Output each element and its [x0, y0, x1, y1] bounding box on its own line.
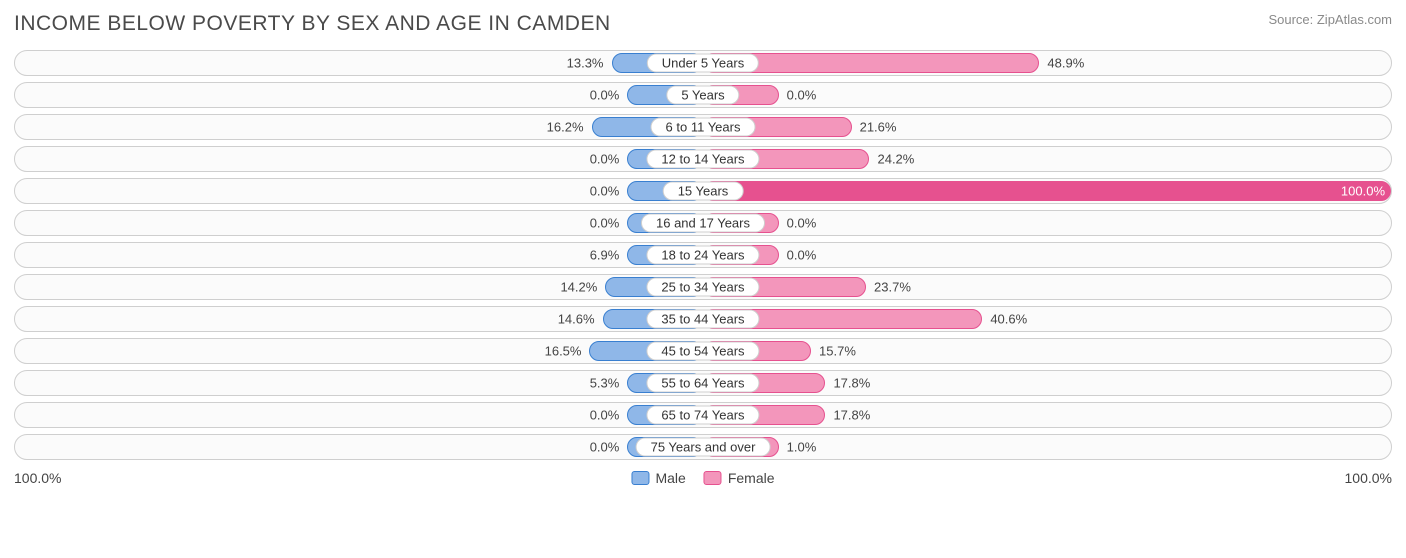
age-label: 5 Years [666, 86, 739, 105]
chart-title: INCOME BELOW POVERTY BY SEX AND AGE IN C… [14, 12, 611, 36]
chart-header: INCOME BELOW POVERTY BY SEX AND AGE IN C… [14, 12, 1392, 36]
age-label: 75 Years and over [636, 438, 771, 457]
male-value-label: 0.0% [590, 440, 620, 455]
legend-female-label: Female [728, 470, 775, 486]
male-value-label: 14.6% [558, 312, 595, 327]
female-value-label: 40.6% [990, 312, 1027, 327]
age-label: 25 to 34 Years [646, 278, 759, 297]
male-value-label: 0.0% [590, 152, 620, 167]
male-value-label: 14.2% [560, 280, 597, 295]
chart-row: 14.2% 23.7% 25 to 34 Years [14, 274, 1392, 300]
chart-row: 16.5% 15.7% 45 to 54 Years [14, 338, 1392, 364]
male-value-label: 16.5% [545, 344, 582, 359]
chart-row: 0.0% 17.8% 65 to 74 Years [14, 402, 1392, 428]
chart-footer: 100.0% Male Female 100.0% [14, 466, 1392, 490]
female-value-label: 0.0% [787, 88, 817, 103]
chart-row: 0.0% 0.0% 16 and 17 Years [14, 210, 1392, 236]
female-value-label: 15.7% [819, 344, 856, 359]
female-value-label: 0.0% [787, 248, 817, 263]
age-label: 65 to 74 Years [646, 406, 759, 425]
age-label: Under 5 Years [647, 54, 759, 73]
male-value-label: 16.2% [547, 120, 584, 135]
age-label: 15 Years [663, 182, 744, 201]
female-value-label: 0.0% [787, 216, 817, 231]
age-label: 45 to 54 Years [646, 342, 759, 361]
age-label: 55 to 64 Years [646, 374, 759, 393]
age-label: 6 to 11 Years [651, 118, 756, 137]
age-label: 35 to 44 Years [646, 310, 759, 329]
female-value-label: 24.2% [877, 152, 914, 167]
female-swatch-icon [704, 471, 722, 485]
female-value-label: 17.8% [833, 376, 870, 391]
legend-item-male: Male [631, 470, 685, 486]
female-value-label: 21.6% [860, 120, 897, 135]
age-label: 16 and 17 Years [641, 214, 765, 233]
legend-item-female: Female [704, 470, 775, 486]
male-value-label: 0.0% [590, 184, 620, 199]
chart-row: 5.3% 17.8% 55 to 64 Years [14, 370, 1392, 396]
chart-row: 16.2% 21.6% 6 to 11 Years [14, 114, 1392, 140]
chart-source: Source: ZipAtlas.com [1268, 12, 1392, 27]
axis-left-label: 100.0% [14, 470, 61, 486]
female-value-label: 100.0% [1341, 184, 1385, 199]
axis-right-label: 100.0% [1345, 470, 1392, 486]
female-value-label: 17.8% [833, 408, 870, 423]
male-value-label: 13.3% [567, 56, 604, 71]
male-value-label: 6.9% [590, 248, 620, 263]
female-value-label: 48.9% [1047, 56, 1084, 71]
chart-row: 13.3% 48.9% Under 5 Years [14, 50, 1392, 76]
age-label: 12 to 14 Years [646, 150, 759, 169]
male-value-label: 0.0% [590, 408, 620, 423]
female-value-label: 1.0% [787, 440, 817, 455]
male-swatch-icon [631, 471, 649, 485]
chart-row: 6.9% 0.0% 18 to 24 Years [14, 242, 1392, 268]
legend: Male Female [631, 470, 774, 486]
chart-row: 0.0% 24.2% 12 to 14 Years [14, 146, 1392, 172]
male-value-label: 0.0% [590, 88, 620, 103]
legend-male-label: Male [655, 470, 685, 486]
diverging-bar-chart: 13.3% 48.9% Under 5 Years 0.0% 0.0% 5 Years 16… [14, 50, 1392, 460]
chart-row: 0.0% 0.0% 5 Years [14, 82, 1392, 108]
chart-row: 0.0% 1.0% 75 Years and over [14, 434, 1392, 460]
female-bar [703, 181, 1391, 201]
female-value-label: 23.7% [874, 280, 911, 295]
chart-row: 0.0% 100.0% 15 Years [14, 178, 1392, 204]
male-value-label: 0.0% [590, 216, 620, 231]
age-label: 18 to 24 Years [646, 246, 759, 265]
chart-row: 14.6% 40.6% 35 to 44 Years [14, 306, 1392, 332]
male-value-label: 5.3% [590, 376, 620, 391]
